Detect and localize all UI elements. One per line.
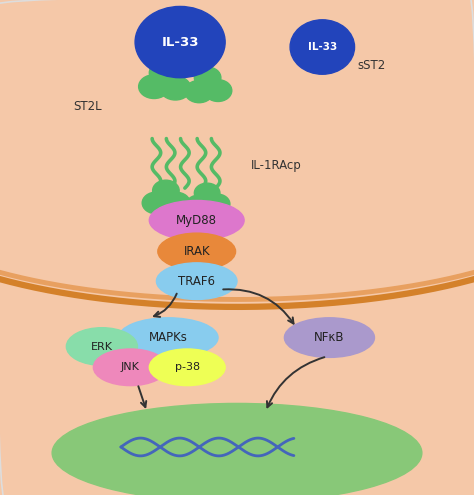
Ellipse shape xyxy=(160,76,191,100)
Ellipse shape xyxy=(310,39,333,58)
Ellipse shape xyxy=(186,195,212,216)
Text: IRAK: IRAK xyxy=(183,245,210,258)
Ellipse shape xyxy=(138,75,170,99)
Ellipse shape xyxy=(149,61,178,84)
Text: IL-33: IL-33 xyxy=(308,42,337,52)
Ellipse shape xyxy=(135,6,225,78)
Ellipse shape xyxy=(158,233,236,270)
Text: IL-33: IL-33 xyxy=(161,36,199,49)
Text: TRAF6: TRAF6 xyxy=(178,275,215,288)
Ellipse shape xyxy=(149,200,244,240)
Ellipse shape xyxy=(149,349,225,386)
Ellipse shape xyxy=(142,192,171,214)
Ellipse shape xyxy=(163,192,190,214)
Ellipse shape xyxy=(52,403,422,495)
Ellipse shape xyxy=(156,263,237,299)
Text: JNK: JNK xyxy=(121,362,140,372)
Ellipse shape xyxy=(93,349,167,386)
Ellipse shape xyxy=(66,328,137,365)
Text: IL-1RAcp: IL-1RAcp xyxy=(251,159,302,172)
Ellipse shape xyxy=(194,183,220,203)
Text: p-38: p-38 xyxy=(174,362,200,372)
Ellipse shape xyxy=(290,20,355,74)
Text: NFκB: NFκB xyxy=(314,331,345,344)
Text: ERK: ERK xyxy=(91,342,113,351)
Text: MyD88: MyD88 xyxy=(176,214,217,227)
Ellipse shape xyxy=(185,81,213,103)
Ellipse shape xyxy=(300,49,326,70)
Ellipse shape xyxy=(118,318,218,357)
Ellipse shape xyxy=(204,194,230,214)
Text: ST2L: ST2L xyxy=(73,100,102,113)
Ellipse shape xyxy=(204,80,232,101)
Ellipse shape xyxy=(319,51,344,71)
Text: sST2: sST2 xyxy=(358,59,386,72)
Text: MAPKs: MAPKs xyxy=(149,331,188,344)
Ellipse shape xyxy=(284,318,374,357)
Ellipse shape xyxy=(153,180,179,201)
Ellipse shape xyxy=(194,67,221,88)
